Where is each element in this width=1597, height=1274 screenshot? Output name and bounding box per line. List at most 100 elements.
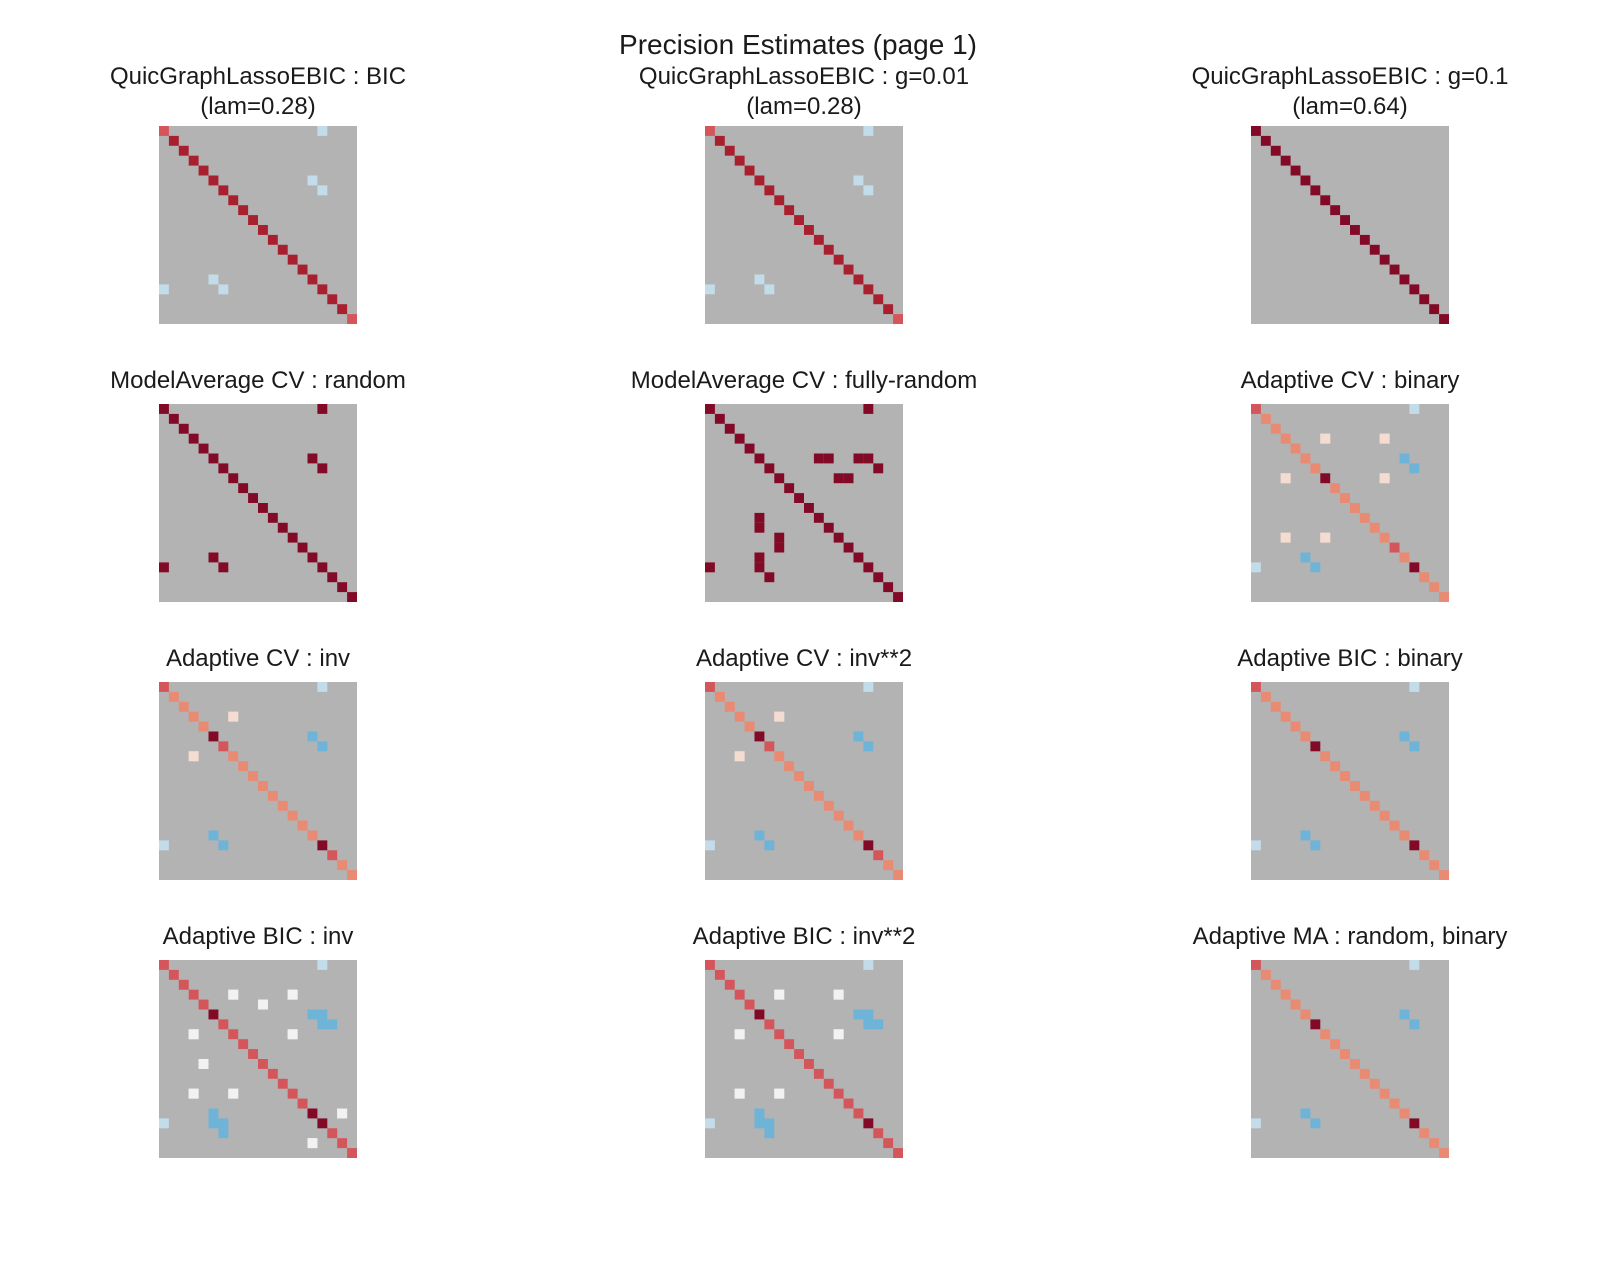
- heatmap-cell-diagonal: [347, 592, 357, 602]
- heatmap-cell-diagonal: [1310, 185, 1321, 196]
- heatmap-cell-offdiag: [317, 126, 328, 136]
- heatmap-cell-diagonal: [287, 532, 298, 543]
- heatmap-cell-diagonal: [863, 840, 874, 851]
- heatmap-cell-diagonal: [238, 761, 249, 772]
- heatmap-cell-diagonal: [1320, 195, 1331, 206]
- heatmap-cell-offdiag: [1310, 1118, 1321, 1129]
- heatmap-cell-diagonal: [1369, 522, 1380, 533]
- heatmap-cell-offdiag: [705, 840, 715, 851]
- heatmap-cell-diagonal: [804, 225, 814, 235]
- heatmap-cell-diagonal: [1429, 582, 1440, 593]
- heatmap-cell-diagonal: [1379, 810, 1390, 821]
- heatmap-cell-diagonal: [248, 493, 258, 503]
- heatmap-cell-diagonal: [1409, 562, 1420, 573]
- heatmap-cell-offdiag: [317, 185, 328, 196]
- heatmap-cell-diagonal: [1369, 800, 1380, 811]
- heatmap-cell-diagonal: [794, 215, 804, 225]
- heatmap-cell-diagonal: [218, 741, 229, 752]
- heatmap-cell-offdiag: [764, 1118, 775, 1129]
- heatmap-cell-diagonal: [178, 701, 189, 712]
- heatmap-cell-diagonal: [734, 433, 745, 444]
- heatmap-cell-diagonal: [1270, 701, 1281, 712]
- heatmap-cell-diagonal: [1359, 790, 1370, 801]
- heatmap-cell-diagonal: [198, 999, 209, 1010]
- heatmap-cell-offdiag: [833, 989, 844, 1000]
- heatmap-cell-diagonal: [307, 1108, 318, 1119]
- heatmap-cell-diagonal: [784, 205, 795, 216]
- heatmap-cell-diagonal: [714, 135, 725, 146]
- heatmap-cell-diagonal: [823, 244, 834, 255]
- heatmap-cell-offdiag: [317, 682, 328, 692]
- heatmap-cell-diagonal: [734, 155, 745, 166]
- heatmap-panel: Adaptive BIC : binary: [1237, 645, 1463, 880]
- heatmap-cell-diagonal: [168, 413, 179, 424]
- heatmap-cell-offdiag: [853, 175, 864, 186]
- heatmap-cell-diagonal: [1260, 969, 1271, 980]
- heatmap-cell-diagonal: [1359, 1068, 1370, 1079]
- heatmap-cell-diagonal: [863, 562, 874, 573]
- heatmap-cell-diagonal: [1389, 542, 1400, 553]
- heatmap-cell-diagonal: [1330, 1039, 1341, 1050]
- panel-subtitle: (lam=0.28): [746, 93, 861, 120]
- heatmap-cell-diagonal: [1330, 483, 1341, 494]
- heatmap-cell-diagonal: [1350, 781, 1360, 791]
- heatmap-cell-diagonal: [813, 790, 824, 801]
- heatmap-cell-diagonal: [724, 423, 735, 434]
- heatmap-cell-diagonal: [228, 473, 239, 484]
- heatmap-cell-diagonal: [893, 1148, 903, 1158]
- panel-title: QuicGraphLassoEBIC : g=0.01: [639, 63, 969, 90]
- heatmap-cell-diagonal: [248, 1049, 258, 1059]
- heatmap-cell-diagonal: [1290, 721, 1301, 732]
- heatmap-cell-diagonal: [208, 1009, 219, 1020]
- heatmap-cell-offdiag: [188, 751, 199, 762]
- heatmap-cell-diagonal: [327, 850, 338, 861]
- heatmap-cell-diagonal: [1300, 175, 1311, 186]
- heatmap-cell-offdiag: [764, 572, 775, 583]
- heatmap-cell-offdiag: [159, 562, 169, 573]
- heatmap-cell-diagonal: [813, 234, 824, 245]
- heatmap-cell-diagonal: [764, 741, 775, 752]
- heatmap-cell-diagonal: [218, 185, 229, 196]
- heatmap-cell-offdiag: [863, 126, 874, 136]
- heatmap-cell-diagonal: [198, 165, 209, 176]
- heatmap-cell-diagonal: [764, 1019, 775, 1030]
- heatmap-cell-offdiag: [764, 1128, 775, 1139]
- heatmap-cell-diagonal: [823, 1078, 834, 1089]
- heatmap-cell-diagonal: [228, 1029, 239, 1040]
- heatmap-cell-diagonal: [1280, 433, 1291, 444]
- panel-title: ModelAverage CV : random: [110, 367, 406, 394]
- heatmap-cell-diagonal: [1340, 771, 1350, 781]
- heatmap-cell-offdiag: [287, 989, 298, 1000]
- heatmap-cell-diagonal: [1260, 691, 1271, 702]
- heatmap-cell-diagonal: [1251, 126, 1261, 136]
- heatmap-panel: ModelAverage CV : random: [110, 367, 406, 602]
- heatmap-cell-offdiag: [774, 542, 785, 553]
- heatmap-cell-offdiag: [307, 175, 318, 186]
- heatmap-cell-offdiag: [1409, 1019, 1420, 1030]
- heatmap-cell-diagonal: [297, 264, 308, 275]
- heatmap-cell-offdiag: [307, 1009, 318, 1020]
- heatmap-cell-diagonal: [794, 493, 804, 503]
- heatmap-cell-diagonal: [705, 960, 715, 970]
- heatmap-cell-offdiag: [1310, 840, 1321, 851]
- heatmap-cell-diagonal: [198, 443, 209, 454]
- heatmap-cell-diagonal: [168, 969, 179, 980]
- heatmap-cell-offdiag: [159, 284, 169, 295]
- panel-title: Adaptive MA : random, binary: [1193, 923, 1508, 950]
- heatmap-cell-diagonal: [1399, 830, 1410, 841]
- heatmap-cell-offdiag: [1379, 473, 1390, 484]
- heatmap-cell-offdiag: [208, 830, 219, 841]
- heatmap-cell-diagonal: [258, 225, 268, 235]
- heatmap-cell-offdiag: [873, 463, 884, 474]
- heatmap-cell-diagonal: [823, 522, 834, 533]
- heatmap-cell-diagonal: [813, 1068, 824, 1079]
- heatmap-cell-diagonal: [1409, 840, 1420, 851]
- heatmap-cell-diagonal: [159, 404, 169, 414]
- heatmap-cell-diagonal: [1251, 404, 1261, 414]
- heatmap-cell-offdiag: [833, 1029, 844, 1040]
- heatmap-cell-diagonal: [734, 989, 745, 1000]
- heatmap-cell-diagonal: [863, 1118, 874, 1129]
- heatmap-cell-diagonal: [764, 185, 775, 196]
- heatmap-cell-diagonal: [714, 691, 725, 702]
- heatmap-cell-offdiag: [863, 453, 874, 464]
